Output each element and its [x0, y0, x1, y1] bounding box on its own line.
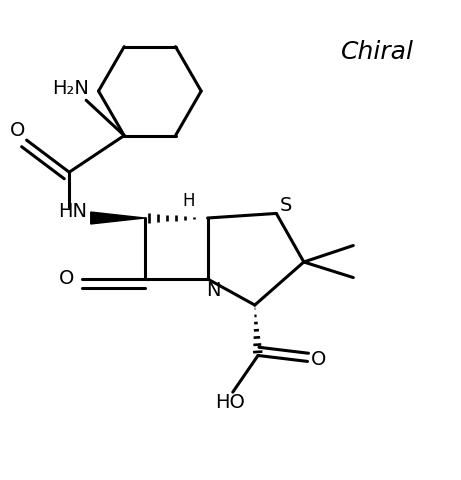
Text: Chiral: Chiral [341, 40, 414, 64]
Text: O: O [311, 349, 327, 369]
Text: S: S [280, 196, 293, 215]
Text: O: O [10, 121, 25, 141]
Text: O: O [59, 269, 75, 288]
Text: N: N [206, 281, 220, 300]
Text: H: H [182, 192, 195, 210]
Text: HO: HO [216, 393, 245, 412]
Text: H₂N: H₂N [52, 79, 89, 98]
Polygon shape [91, 212, 145, 224]
Text: HN: HN [58, 202, 87, 221]
